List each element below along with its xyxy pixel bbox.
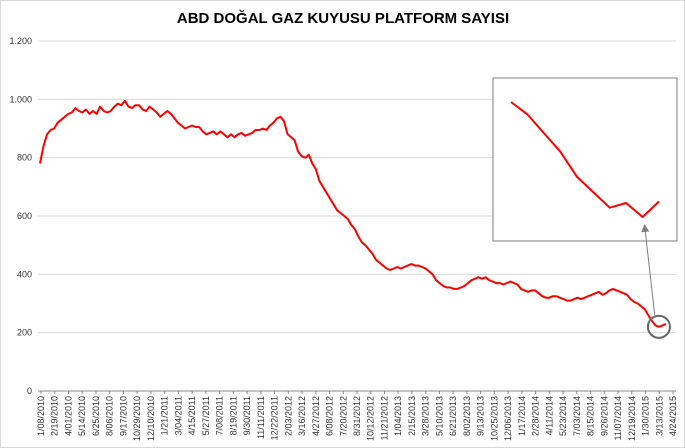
x-tick-label: 1/17/2014: [517, 396, 527, 436]
x-tick-label: 12/22/2011: [270, 396, 280, 440]
x-tick-label: 8/15/2014: [586, 396, 596, 436]
y-tick-label: 1.200: [9, 36, 32, 46]
y-axis-tick-labels: 0 200 400 600 800 1.000 1.200: [9, 36, 32, 396]
x-tick-label: 3/16/2012: [297, 396, 307, 436]
x-tick-label: 1/30/2015: [641, 396, 651, 436]
x-tick-label: 2/19/2010: [50, 396, 60, 436]
x-tick-label: 9/13/2013: [476, 396, 486, 436]
x-tick-label: 9/26/2014: [599, 396, 609, 436]
y-tick-label: 0: [27, 386, 32, 396]
x-tick-label: 6/25/2010: [91, 396, 101, 436]
x-tick-label: 3/28/2013: [421, 396, 431, 436]
x-tick-label: 4/11/2014: [544, 396, 554, 435]
y-tick-label: 200: [17, 328, 32, 338]
x-tick-label: 2/28/2014: [531, 396, 541, 436]
gridlines: [38, 40, 676, 334]
y-tick-label: 1.000: [9, 94, 32, 104]
x-tick-label: 9/17/2010: [118, 396, 128, 436]
x-tick-label: 2/15/2013: [407, 396, 417, 436]
highlight-circle: [646, 314, 671, 339]
x-tick-label: 5/14/2010: [77, 396, 87, 436]
x-tick-label: 7/03/2014: [572, 396, 582, 436]
x-tick-label: 9/30/2011: [242, 396, 252, 435]
y-tick-label: 400: [17, 269, 32, 279]
x-tick-label: 5/10/2013: [434, 396, 444, 436]
chart-title: ABD DOĞAL GAZ KUYUSU PLATFORM SAYISI: [177, 9, 509, 27]
x-tick-label: 4/27/2012: [311, 396, 321, 436]
x-tick-label: 4/01/2010: [63, 396, 73, 436]
x-tick-label: 5/23/2014: [558, 396, 568, 436]
x-tick-label: 1/04/2013: [393, 396, 403, 436]
x-tick-label: 4/15/2011: [187, 396, 197, 435]
x-tick-label: 8/02/2013: [462, 396, 472, 436]
series-line: [39, 99, 667, 328]
x-tick-label: 10/12/2012: [366, 396, 376, 441]
inset-connector-arrow: [641, 224, 656, 317]
series-layer: [39, 99, 667, 328]
x-tick-label: 11/21/2012: [379, 396, 389, 440]
inset-box: [492, 77, 678, 242]
x-tick-label: 10/25/2013: [489, 396, 499, 441]
x-tick-label: 1/08/2010: [36, 396, 46, 436]
x-tick-label: 1/21/2011: [160, 396, 170, 435]
y-tick-label: 600: [17, 211, 32, 221]
x-tick-label: 11/07/2014: [613, 396, 623, 440]
x-tick-label: 2/03/2012: [283, 396, 293, 436]
axes: [38, 390, 676, 394]
x-tick-label: 8/06/2010: [105, 396, 115, 436]
x-tick-label: 8/19/2011: [228, 396, 238, 435]
x-tick-label: 11/11/2011: [256, 396, 266, 439]
x-tick-label: 5/27/2011: [201, 396, 211, 435]
inset-zoom-panel: [492, 77, 678, 339]
x-tick-label: 3/04/2011: [173, 396, 183, 435]
inset-series-line: [510, 101, 660, 218]
y-tick-label: 800: [17, 153, 32, 163]
x-tick-label: 12/10/2010: [146, 396, 156, 441]
x-tick-label: 6/08/2012: [325, 396, 335, 436]
x-tick-label: 10/29/2010: [132, 396, 142, 441]
x-tick-label: 12/06/2013: [503, 396, 513, 441]
x-tick-label: 7/08/2011: [215, 396, 225, 435]
x-tick-label: 12/19/2014: [627, 396, 637, 441]
x-axis-tick-labels: 1/08/2010 2/19/2010 4/01/2010 5/14/2010 6/25…: [36, 396, 678, 441]
x-tick-label: 6/21/2013: [448, 396, 458, 436]
x-tick-label: 8/31/2012: [352, 396, 362, 436]
x-tick-label: 7/20/2012: [338, 396, 348, 436]
x-tick-label: 3/13/2015: [654, 396, 664, 436]
x-tick-label: 4/24/2015: [668, 396, 678, 436]
